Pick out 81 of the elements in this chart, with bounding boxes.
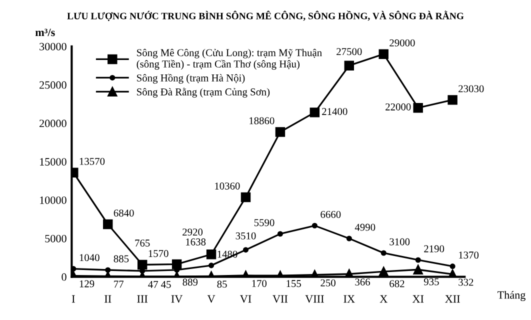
point (275, 127, 286, 137)
point (105, 267, 111, 273)
data-label: 332 (458, 278, 474, 286)
legend-label: Sông Mê Công (Cửu Long): trạm Mỹ Thuận (sông Tiền) - trạm Cần Thơ (sông Hậu) (136, 48, 322, 70)
data-label: 29000 (390, 39, 415, 46)
point (277, 231, 283, 237)
x-tick-label: X (380, 295, 388, 303)
data-label: 13570 (80, 158, 105, 165)
data-label: 366 (355, 278, 370, 286)
y-tick-label: 25000 (40, 81, 66, 89)
point (240, 192, 251, 202)
point (378, 49, 388, 59)
x-axis-title: Tháng (498, 290, 526, 302)
x-tick-label: V (207, 295, 216, 303)
legend-label: Sông Đà Rằng (trạm Củng Sơn) (137, 88, 270, 98)
point (103, 219, 113, 230)
data-label: 45 (161, 280, 171, 288)
data-label: 1570 (148, 250, 168, 258)
x-tick-label: II (104, 295, 112, 303)
chart-title: LƯU LƯỢNG NƯỚC TRUNG BÌNH SÔNG MÊ CÔNG, SÔNG HỒNG, VÀ SÔNG ĐÀ RẰNG (67, 10, 464, 22)
data-label: 27500 (336, 48, 362, 56)
point (378, 266, 388, 276)
point (450, 264, 456, 270)
data-label: 4990 (354, 224, 376, 231)
x-tick-label: VI (240, 295, 252, 303)
x-tick-label: IX (344, 295, 355, 303)
point (344, 60, 354, 70)
data-label: 2920 (182, 228, 203, 236)
point (208, 262, 214, 268)
data-label: 21400 (322, 108, 348, 116)
x-tick-label: III (137, 295, 148, 303)
data-label: 5590 (254, 219, 274, 226)
point (310, 108, 320, 118)
data-label: 935 (424, 278, 439, 286)
data-label: 23030 (458, 85, 484, 92)
data-label: 18860 (250, 117, 274, 124)
data-label: 682 (390, 280, 404, 288)
point (312, 222, 318, 228)
x-tick-label: I (72, 295, 75, 303)
point (415, 257, 421, 263)
data-label: 3510 (236, 232, 256, 240)
point (137, 260, 148, 270)
x-tick-label: IV (171, 295, 183, 303)
data-label: 22000 (386, 103, 411, 110)
data-label: 250 (320, 279, 336, 286)
data-label: 1370 (459, 252, 479, 259)
data-label: 6840 (114, 210, 134, 217)
data-label: 885 (114, 255, 129, 262)
data-label: 85 (217, 280, 227, 288)
point (346, 236, 352, 242)
y-tick-label: 20000 (40, 120, 66, 128)
x-tick-label: VIII (305, 295, 324, 303)
point (448, 95, 458, 105)
point (380, 250, 386, 256)
point (413, 264, 423, 274)
data-label: 155 (286, 280, 301, 288)
data-label: 77 (114, 280, 124, 288)
legend-label: Sông Hồng (trạm Hà Nội) (137, 74, 245, 84)
point (206, 250, 216, 260)
x-tick-label: XII (445, 295, 460, 303)
data-label: 1638 (186, 238, 206, 246)
y-tick-label: 0 (62, 273, 66, 281)
data-label: 10360 (215, 182, 240, 190)
data-label: 889 (182, 278, 198, 286)
point (413, 102, 423, 113)
x-tick-label: XI (412, 295, 424, 303)
point (242, 247, 249, 253)
x-tick-label: VII (272, 295, 288, 303)
data-label: 47 (148, 280, 158, 288)
y-tick-label: 30000 (40, 42, 66, 50)
data-label: 170 (252, 280, 267, 287)
data-label: 765 (135, 240, 150, 247)
data-label: 1040 (80, 254, 100, 262)
data-label: 3100 (390, 238, 410, 246)
data-label: 2190 (424, 245, 444, 252)
y-tick-label: 5000 (45, 234, 66, 242)
data-label: 6660 (320, 210, 341, 218)
y-tick-label: 15000 (40, 158, 66, 166)
y-tick-label: 10000 (40, 196, 66, 204)
data-label: 129 (80, 280, 94, 288)
y-axis-title: m³/s (35, 28, 55, 36)
